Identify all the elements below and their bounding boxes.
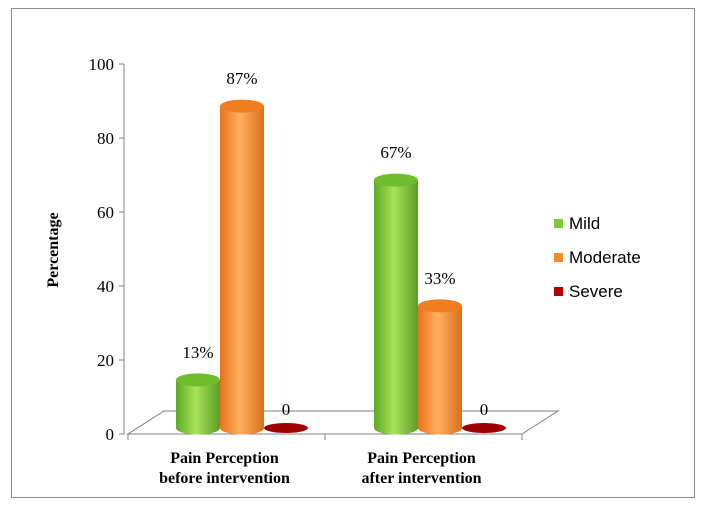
bar-mild — [176, 379, 220, 435]
labels: Percentage 13% 87% 0 Pain Perception before i… — [45, 69, 488, 487]
data-label: 0 — [480, 400, 489, 419]
category-label: before intervention — [159, 470, 290, 487]
data-label: 67% — [380, 143, 411, 162]
legend-swatch-mild — [554, 219, 563, 228]
legend: Mild Moderate Severe — [554, 214, 641, 301]
bars — [176, 99, 506, 435]
y-tick-label: 80 — [97, 129, 114, 148]
category-label: Pain Perception — [170, 450, 279, 467]
category-label: after intervention — [361, 470, 481, 487]
bar-top-mild — [176, 373, 220, 387]
bar-top-moderate — [418, 299, 462, 313]
axes: 0 20 40 60 80 100 — [89, 55, 560, 444]
chart-frame — [11, 8, 695, 498]
bar-moderate — [418, 305, 462, 435]
data-label: 87% — [226, 69, 257, 88]
bar-top-mild — [374, 173, 418, 187]
bar-severe — [462, 423, 506, 433]
bar-moderate — [220, 106, 264, 435]
bar-mild — [374, 180, 418, 435]
legend-label-severe: Severe — [569, 282, 623, 301]
bar-severe — [264, 423, 308, 433]
data-label: 0 — [282, 400, 291, 419]
y-tick-label: 100 — [89, 55, 115, 74]
y-axis-label: Percentage — [45, 212, 62, 287]
legend-label-mild: Mild — [569, 214, 600, 233]
bar-top-moderate — [220, 99, 264, 113]
y-tick-label: 60 — [97, 203, 114, 222]
legend-swatch-moderate — [554, 253, 563, 262]
category-label: Pain Perception — [367, 450, 476, 467]
data-label: 13% — [182, 343, 213, 362]
data-label: 33% — [424, 269, 455, 288]
legend-swatch-severe — [554, 287, 563, 296]
y-tick-label: 40 — [97, 277, 114, 296]
y-tick-label: 20 — [97, 351, 114, 370]
y-tick-label: 0 — [106, 425, 115, 444]
legend-label-moderate: Moderate — [569, 248, 641, 267]
